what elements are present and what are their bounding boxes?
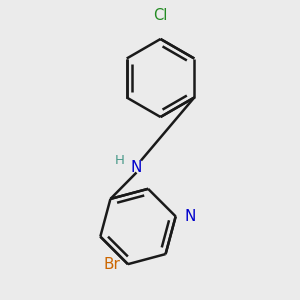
Text: Cl: Cl — [153, 8, 168, 22]
Text: N: N — [184, 209, 195, 224]
Text: N: N — [131, 160, 142, 175]
Text: H: H — [115, 154, 125, 167]
Text: Br: Br — [103, 257, 120, 272]
